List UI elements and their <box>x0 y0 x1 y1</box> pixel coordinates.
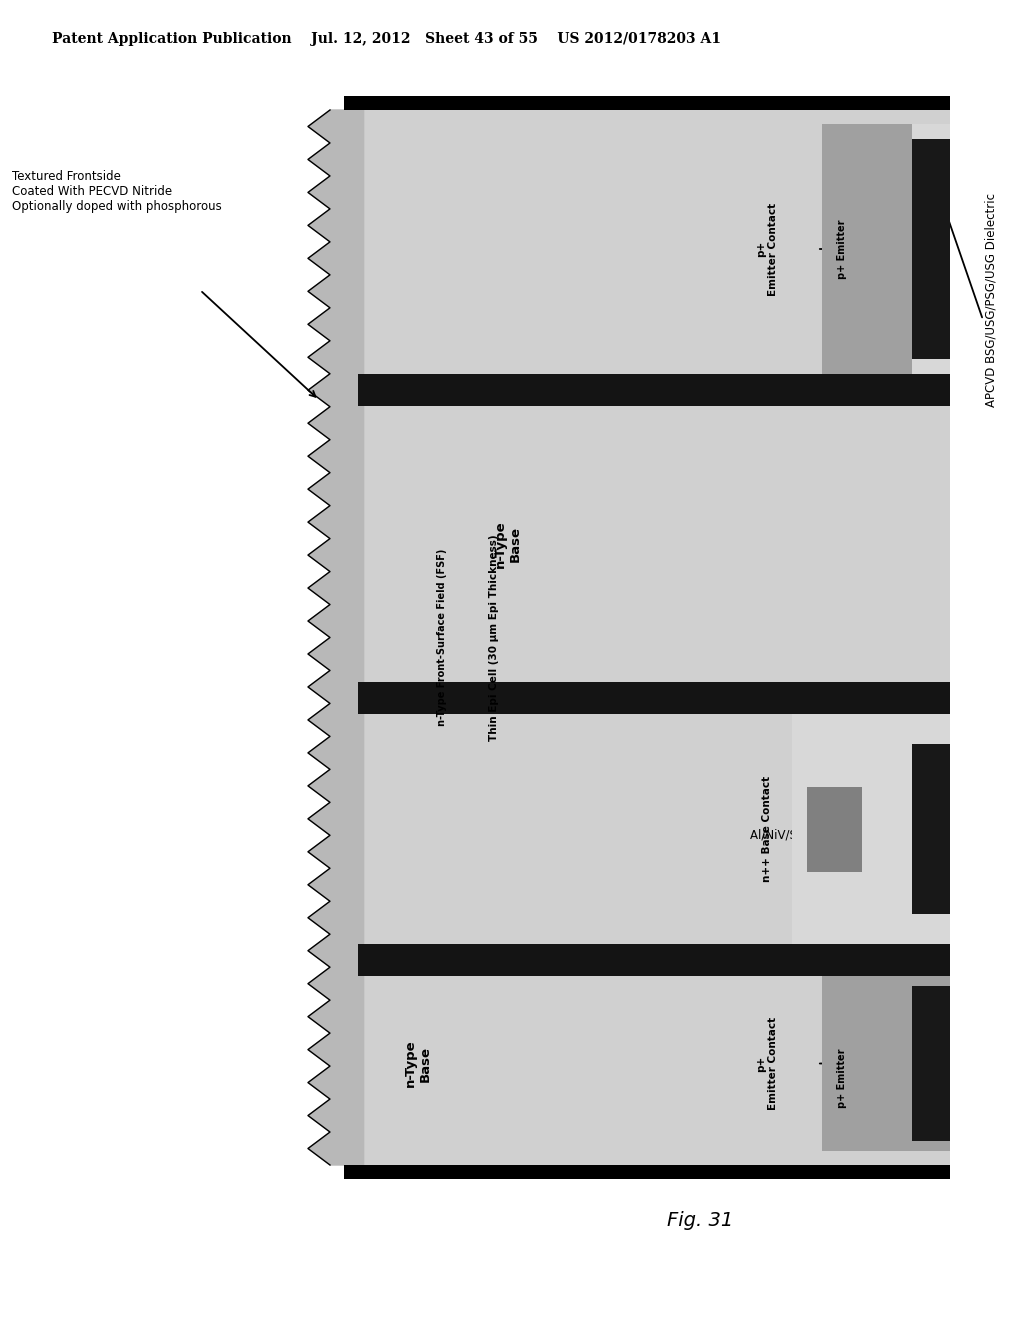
Bar <box>792 714 950 944</box>
Bar <box>358 374 950 407</box>
Text: n-Type
Base: n-Type Base <box>404 1040 432 1088</box>
Text: p+
Emitter Contact: p+ Emitter Contact <box>756 202 778 296</box>
Text: Thin Epi Cell (30 μm Epi Thickness): Thin Epi Cell (30 μm Epi Thickness) <box>489 535 499 741</box>
Text: Patent Application Publication    Jul. 12, 2012   Sheet 43 of 55    US 2012/0178: Patent Application Publication Jul. 12, … <box>52 32 721 46</box>
Bar <box>344 1166 950 1179</box>
Bar <box>330 110 358 1166</box>
Text: p+
Emitter Contact: p+ Emitter Contact <box>756 1016 778 1110</box>
Bar <box>807 787 862 871</box>
Bar <box>358 944 950 975</box>
Text: APCVD BSG/USG/PSG/USG Dielectric: APCVD BSG/USG/PSG/USG Dielectric <box>985 193 998 407</box>
Text: Al/NiV/Sn  Metal Stack: Al/NiV/Sn Metal Stack <box>750 829 881 842</box>
Text: p+ Emitter: p+ Emitter <box>837 219 847 279</box>
Bar <box>344 96 950 110</box>
Bar <box>822 975 950 1151</box>
Text: p+ Emitter: p+ Emitter <box>837 1049 847 1109</box>
Bar <box>330 110 950 1166</box>
Bar <box>822 124 950 374</box>
Bar <box>912 139 950 359</box>
Text: Fig. 31: Fig. 31 <box>667 1210 733 1229</box>
Bar <box>358 682 950 714</box>
Text: Textured Frontside
Coated With PECVD Nitride
Optionally doped with phosphorous: Textured Frontside Coated With PECVD Nit… <box>12 170 222 213</box>
Bar <box>912 986 950 1140</box>
Text: n++ Base Contact: n++ Base Contact <box>762 776 772 882</box>
Bar <box>912 744 950 913</box>
Polygon shape <box>308 110 364 1166</box>
Bar <box>822 124 912 374</box>
Text: n-Type
Base: n-Type Base <box>494 520 522 568</box>
Text: n-Type Front-Surface Field (FSF): n-Type Front-Surface Field (FSF) <box>437 549 447 726</box>
